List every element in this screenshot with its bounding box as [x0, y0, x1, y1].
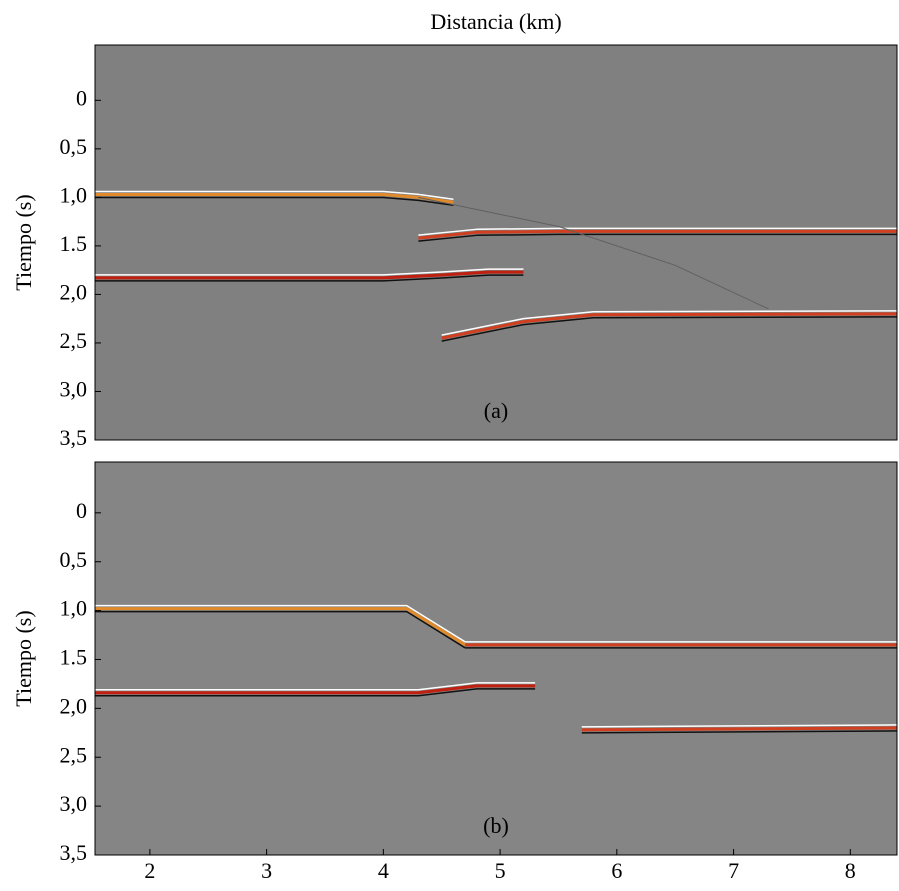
reflector	[418, 196, 769, 310]
reflector	[95, 607, 466, 647]
y-tick-label: 0,5	[60, 134, 88, 159]
reflector-black	[418, 233, 897, 242]
panel-label: (a)	[484, 398, 508, 423]
y-tick-label: 0,5	[60, 547, 88, 572]
x-tick-label: 3	[261, 858, 272, 883]
reflector-black	[95, 688, 536, 697]
plot-background	[95, 462, 897, 855]
y-tick-label: 0	[76, 498, 87, 523]
y-tick-label: 3,0	[60, 377, 88, 402]
y-tick-label: 2,5	[60, 328, 88, 353]
reflector-black	[95, 274, 524, 282]
reflector-white	[441, 310, 898, 336]
y-tick-label: 2,0	[60, 279, 88, 304]
reflector	[95, 684, 536, 695]
plot-frame	[94, 44, 898, 441]
reflector-white	[418, 227, 897, 236]
reflector	[441, 312, 898, 340]
y-tick-label: 2,5	[60, 742, 88, 767]
y-tick-label: 3,5	[60, 425, 88, 450]
reflector	[95, 270, 524, 280]
reflector-black	[95, 196, 454, 206]
panel-label: (b)	[483, 813, 509, 838]
y-tick-label: 3,5	[60, 840, 88, 865]
reflector-white	[95, 682, 536, 691]
reflector-white	[95, 268, 524, 276]
chart-title: Distancia (km)	[430, 9, 561, 34]
reflector	[581, 726, 898, 732]
x-tick-label: 2	[144, 858, 155, 883]
x-tick-label: 7	[728, 858, 739, 883]
reflector-white	[581, 724, 898, 728]
plot-background	[95, 45, 897, 440]
y-tick-label: 2,0	[60, 693, 88, 718]
x-tick-label: 4	[378, 858, 389, 883]
y-tick-label: 1,0	[60, 182, 88, 207]
y-tick-label: 3,0	[60, 791, 88, 816]
reflector	[95, 192, 454, 204]
x-tick-label: 8	[845, 858, 856, 883]
plot-frame	[94, 461, 898, 856]
y-tick-label: 1.5	[60, 645, 88, 670]
y-axis-label: Tiempo (s)	[11, 610, 36, 706]
reflector	[418, 229, 897, 240]
reflector-white	[95, 604, 466, 643]
y-axis-label: Tiempo (s)	[11, 194, 36, 290]
reflector-white	[95, 190, 454, 200]
y-tick-label: 1,0	[60, 596, 88, 621]
reflector-black	[581, 730, 898, 734]
y-tick-label: 1.5	[60, 231, 88, 256]
x-tick-label: 6	[611, 858, 622, 883]
reflector-black	[95, 610, 466, 649]
y-tick-label: 0	[76, 85, 87, 110]
x-tick-label: 5	[495, 858, 506, 883]
reflector-black	[441, 316, 898, 342]
